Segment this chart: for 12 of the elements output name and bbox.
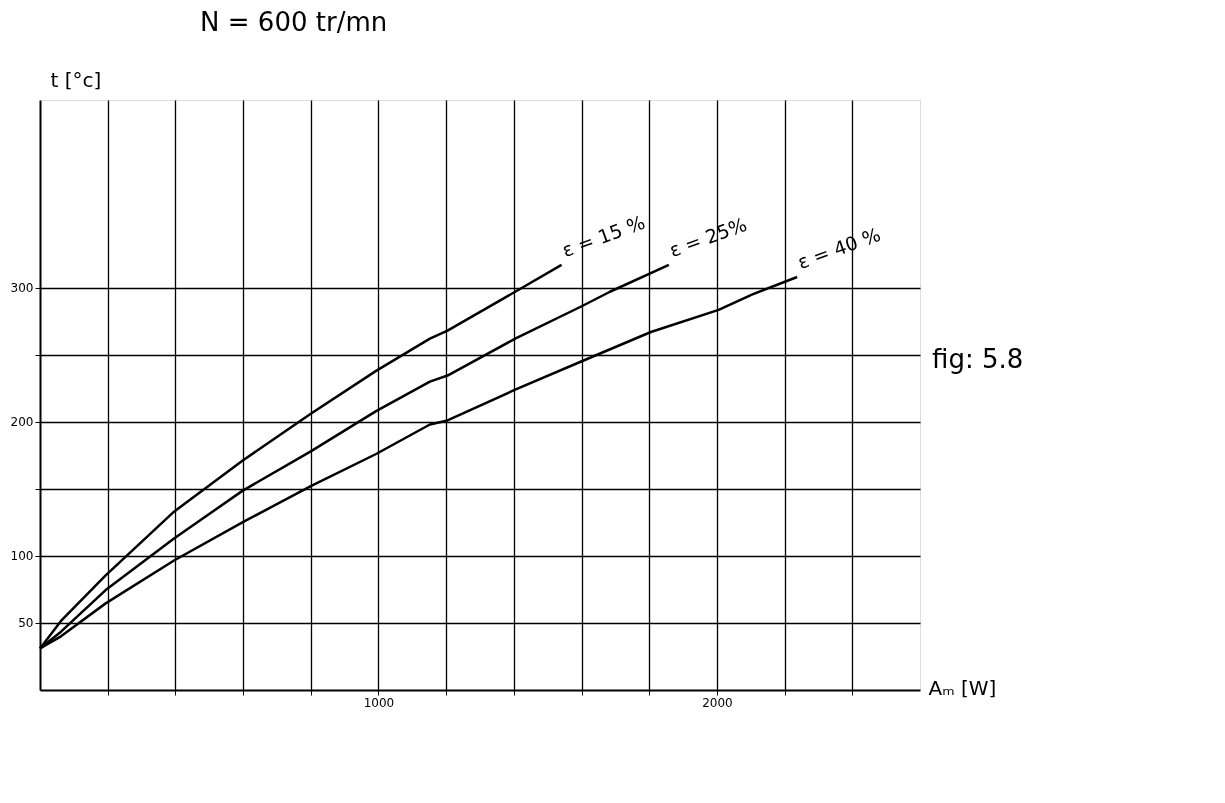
text: fig: 5.8: [932, 344, 1024, 374]
y-axis-title: t [°c]: [50, 67, 102, 92]
x-tick-label: 2000: [702, 695, 733, 710]
y-tick-label: 200: [10, 415, 34, 430]
y-tick-label: 100: [10, 549, 34, 564]
y-tick-label: 50: [18, 616, 34, 631]
x-tick-label: 1000: [363, 695, 395, 710]
text: ε = 25%: [666, 212, 750, 261]
x-axis-title: Aₘ [W]: [928, 675, 997, 700]
y-tick-label: 300: [10, 281, 34, 296]
text: ε = 40 %: [794, 222, 884, 274]
chart-title: N = 600 tr/mn: [200, 7, 388, 37]
